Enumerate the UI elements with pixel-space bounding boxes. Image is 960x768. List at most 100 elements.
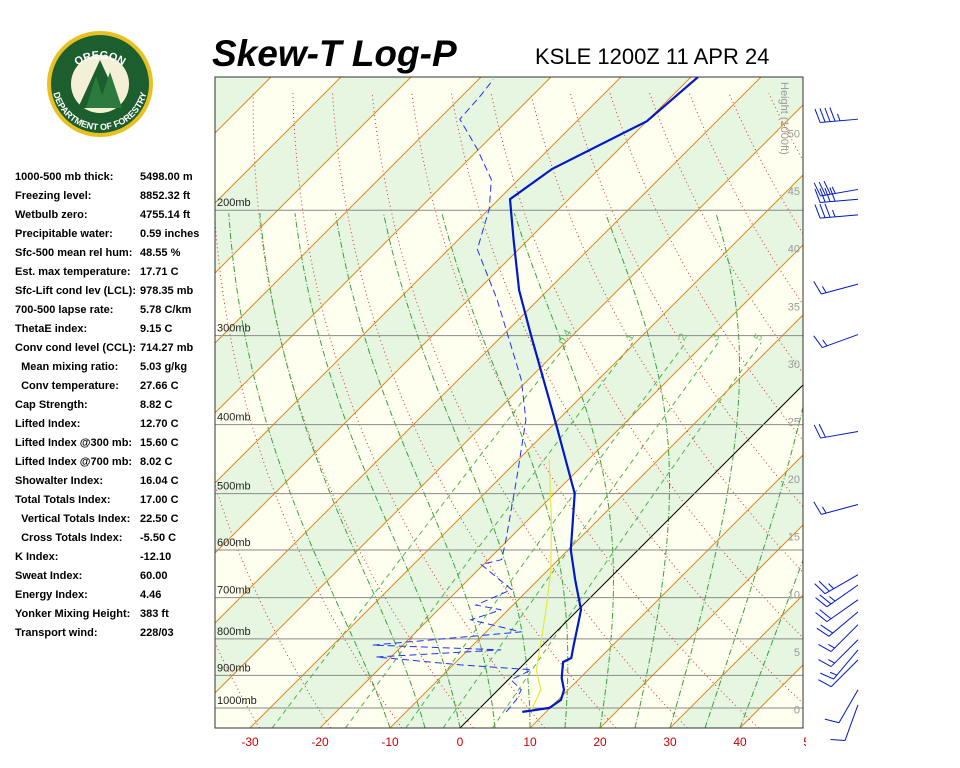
- stat-value: 4.46: [140, 589, 161, 601]
- isotherm: [215, 77, 692, 554]
- barb-feather: [829, 107, 836, 122]
- barb-shaft: [826, 584, 859, 608]
- stat-value: 8852.32 ft: [140, 190, 190, 202]
- stat-value: 15.60 C: [140, 437, 179, 449]
- wind-barb: [824, 689, 859, 724]
- mixing-ratio-line: [405, 342, 687, 728]
- stat-label: K Index:: [15, 551, 58, 563]
- stat-value: 978.35 mb: [140, 285, 193, 297]
- barb-half-feather: [828, 659, 835, 664]
- stat-value: 8.02 C: [140, 456, 172, 468]
- barb-shaft: [822, 334, 859, 349]
- profile-line: [372, 79, 534, 713]
- mixing-ratio-label: 2: [676, 332, 689, 343]
- barb-shaft: [821, 283, 859, 295]
- barb-half-feather: [821, 506, 827, 514]
- barb-feather: [814, 583, 826, 595]
- stat-label: Mean mixing ratio:: [15, 361, 118, 373]
- barb-feather: [819, 188, 826, 203]
- plot-frame: [214, 76, 804, 729]
- moist-adiabat: [739, 558, 803, 728]
- barb-shaft: [830, 624, 859, 652]
- stat-label: ThetaE index:: [15, 323, 87, 335]
- y2-tick-label: 45: [788, 186, 800, 198]
- barb-feather: [813, 424, 822, 439]
- isotherm-grid-line: [249, 174, 803, 728]
- barb-feather: [813, 281, 822, 295]
- barb-feather: [824, 187, 831, 202]
- barb-feather: [813, 182, 822, 197]
- stat-value: 9.15 C: [140, 323, 172, 335]
- moist-adiabat: [513, 213, 615, 728]
- stat-value: 5498.00 m: [140, 171, 193, 183]
- barb-shaft: [838, 689, 859, 723]
- logo-top: OREGON: [73, 49, 128, 68]
- profile-line: [508, 77, 699, 713]
- mixing-ratio-line: [442, 342, 719, 728]
- stat-value: 60.00: [140, 570, 168, 582]
- y2-tick-label: 25: [788, 417, 800, 429]
- wind-barb: [813, 334, 859, 349]
- isotherm-grid-line: [389, 314, 803, 728]
- stat-label: 700-500 lapse rate:: [15, 304, 113, 316]
- y2-tick-label: 20: [788, 474, 800, 486]
- y2-tick-label: 15: [788, 532, 800, 544]
- temperature-band: [215, 77, 803, 693]
- stat-label: Lifted Index:: [15, 418, 80, 430]
- y-tick-label: 200mb: [217, 197, 251, 209]
- profile-line: [530, 459, 553, 711]
- isotherm-grid-line: [810, 77, 960, 728]
- barb-shaft: [828, 611, 859, 637]
- barb-shaft: [820, 198, 859, 204]
- y2-tick-label: 40: [788, 244, 800, 256]
- y-tick-label: 900mb: [217, 662, 251, 674]
- barb-feather: [824, 203, 831, 218]
- stat-label: Conv temperature:: [15, 380, 119, 392]
- stat-label: Transport wind:: [15, 627, 98, 639]
- barb-feather: [819, 203, 826, 218]
- barb-feather: [820, 624, 834, 634]
- wind-barb: [814, 187, 859, 204]
- stat-label: Yonker Mixing Height:: [15, 608, 130, 620]
- wind-barb: [814, 574, 859, 595]
- stat-value: -5.50 C: [140, 532, 176, 544]
- stat-label: Cross Totals Index:: [15, 532, 122, 544]
- stat-value: 228/03: [140, 627, 174, 639]
- y-tick-label: 700mb: [217, 585, 251, 597]
- stat-value: 27.66 C: [140, 380, 179, 392]
- barb-feather: [814, 204, 821, 219]
- stat-label: Showalter Index:: [15, 475, 103, 487]
- wind-barb: [814, 107, 859, 123]
- barb-shaft: [820, 214, 859, 219]
- wind-barb: [813, 281, 859, 295]
- wind-barb: [813, 423, 859, 439]
- stat-label: Lifted Index @700 mb:: [15, 456, 132, 468]
- stat-value: 5.03 g/kg: [140, 361, 187, 373]
- wind-barbs: [813, 107, 859, 742]
- x-tick-label: 10: [523, 735, 537, 749]
- y2-axis-label: Height (1000ft): [778, 82, 790, 155]
- isotherm: [215, 104, 803, 694]
- isotherm-grid-line: [599, 524, 803, 728]
- barb-feather: [813, 501, 822, 515]
- barb-feather: [818, 181, 826, 196]
- wind-barb: [818, 659, 859, 688]
- stat-label: Sweat Index:: [15, 570, 82, 582]
- mixing-ratio-label: 5: [752, 332, 765, 343]
- barb-feather: [815, 612, 828, 623]
- dry-adiabat: [927, 93, 960, 728]
- barb-feather: [814, 188, 821, 203]
- stat-value: 383 ft: [140, 608, 169, 620]
- isotherm: [215, 77, 482, 344]
- x-tick-label: 0: [457, 735, 464, 749]
- isotherm-grid-line: [319, 244, 803, 728]
- x-tick-label: 30: [663, 735, 677, 749]
- barb-shaft: [844, 704, 859, 741]
- barb-shaft: [826, 599, 859, 623]
- barb-feather: [818, 423, 826, 438]
- barb-feather: [829, 187, 836, 202]
- stat-label: Lifted Index @300 mb:: [15, 437, 132, 449]
- wind-barb: [818, 639, 859, 668]
- y-tick-label: 600mb: [217, 537, 251, 549]
- mixing-ratio-line: [345, 342, 634, 728]
